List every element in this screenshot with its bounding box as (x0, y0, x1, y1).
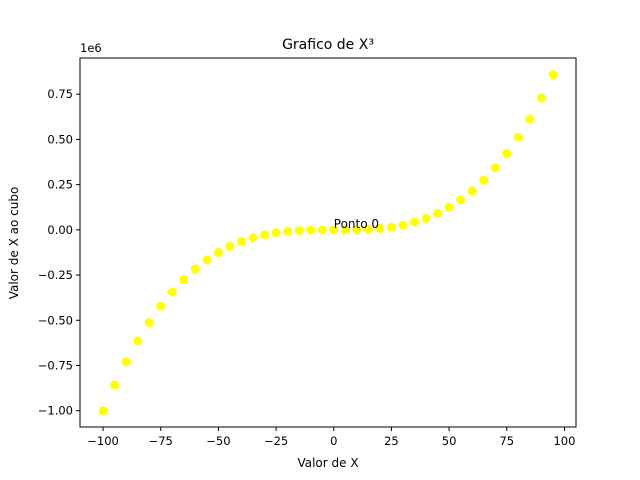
annotation-ponto-0: Ponto 0 (334, 217, 379, 231)
data-point (260, 230, 270, 240)
data-point (306, 225, 316, 235)
y-tick-label: −0.25 (38, 268, 73, 282)
x-tick-label: 25 (384, 434, 399, 448)
y-tick-label: 0.25 (47, 178, 73, 192)
data-point (190, 264, 200, 274)
data-point (317, 225, 327, 235)
y-axis-label: Valor de X ao cubo (7, 187, 21, 300)
x-tick-label: −50 (206, 434, 230, 448)
plot-area-frame (79, 57, 577, 428)
data-point (490, 163, 500, 173)
data-point (433, 208, 443, 218)
data-point (202, 255, 212, 265)
data-point (421, 213, 431, 223)
data-point (375, 223, 385, 233)
data-point (98, 406, 108, 416)
x-tick-label: 75 (499, 434, 514, 448)
x-axis-label: Valor de X (297, 456, 358, 470)
x-tick-label: 100 (553, 434, 575, 448)
y-tick-label: 0.50 (47, 132, 73, 146)
data-point (363, 224, 373, 234)
y-axis-ticks: −1.00 −0.75 −0.50 −0.25 0.00 0.25 0.50 0.75 (38, 87, 80, 418)
data-point (352, 225, 362, 235)
data-point (248, 233, 258, 243)
data-point (513, 132, 523, 142)
data-point (156, 301, 166, 311)
x-tick-label: 50 (442, 434, 457, 448)
data-point (536, 93, 546, 103)
x-tick-label: −25 (264, 434, 288, 448)
data-point (167, 287, 177, 297)
data-point (133, 336, 143, 346)
y-tick-label: −0.50 (38, 313, 73, 327)
data-point (398, 220, 408, 230)
data-point (121, 357, 131, 367)
y-axis-offset-label: 1e6 (80, 41, 102, 55)
data-point (213, 247, 223, 257)
y-tick-label: 0.00 (47, 223, 73, 237)
data-point (271, 228, 281, 238)
x-tick-label: 0 (330, 434, 337, 448)
x-tick-label: −75 (149, 434, 173, 448)
data-point (225, 241, 235, 251)
data-point (467, 186, 477, 196)
data-point (340, 225, 350, 235)
data-point (525, 114, 535, 124)
data-point (144, 317, 154, 327)
data-point (236, 236, 246, 246)
data-point (410, 217, 420, 227)
data-point (386, 222, 396, 232)
data-point (110, 380, 120, 390)
data-point (283, 226, 293, 236)
data-point (548, 70, 558, 80)
scatter-points (98, 70, 558, 416)
y-tick-label: −0.75 (38, 359, 73, 373)
data-point (502, 149, 512, 159)
data-point (456, 195, 466, 205)
y-tick-label: 0.75 (47, 87, 73, 101)
data-point (294, 225, 304, 235)
data-point (444, 202, 454, 212)
data-point (179, 275, 189, 285)
chart-title: Grafico de X³ (282, 37, 374, 53)
x-tick-label: −100 (87, 434, 119, 448)
x-axis-ticks: −100 −75 −50 −25 0 25 50 75 100 (87, 427, 575, 448)
y-tick-label: −1.00 (38, 404, 73, 418)
data-point (479, 175, 489, 185)
data-point (329, 225, 339, 235)
